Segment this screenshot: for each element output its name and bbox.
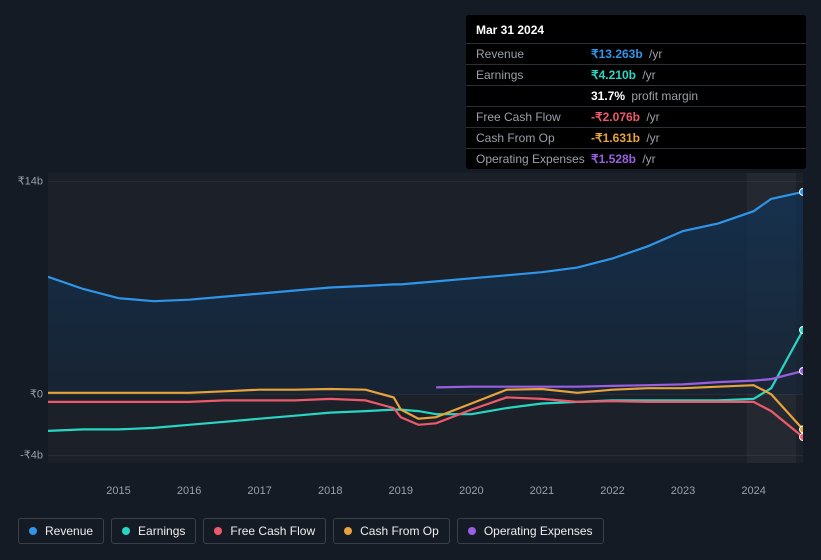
chart-x-axis: 2015 2016 2017 2018 2019 2020 2021 2022 2023 2024 [48, 485, 803, 501]
tooltip-row-label [476, 89, 591, 103]
x-axis-label: 2020 [459, 485, 483, 497]
tooltip-row-value: ₹1.528b [591, 152, 636, 166]
x-axis-label: 2019 [389, 485, 413, 497]
plot-area[interactable] [48, 173, 803, 463]
tooltip-row-value: 31.7% [591, 89, 625, 103]
tooltip-row-label: Earnings [476, 68, 591, 82]
tooltip-row-label: Cash From Op [476, 131, 591, 145]
tooltip-row: Operating Expenses₹1.528b /yr [466, 148, 806, 169]
legend-item-operating-expenses[interactable]: Operating Expenses [457, 518, 604, 544]
legend-label: Operating Expenses [484, 524, 593, 538]
tooltip-row-value: -₹1.631b [591, 131, 640, 145]
legend-dot-icon [214, 527, 222, 535]
tooltip-row: 31.7% profit margin [466, 85, 806, 106]
x-axis-label: 2021 [530, 485, 554, 497]
legend-label: Free Cash Flow [230, 524, 315, 538]
tooltip-row: Free Cash Flow-₹2.076b /yr [466, 106, 806, 127]
tooltip-row-label: Revenue [476, 47, 591, 61]
legend-item-free-cash-flow[interactable]: Free Cash Flow [203, 518, 326, 544]
x-axis-label: 2018 [318, 485, 342, 497]
tooltip-row: Earnings₹4.210b /yr [466, 64, 806, 85]
chart-legend: Revenue Earnings Free Cash Flow Cash From O… [18, 518, 604, 544]
chart-tooltip: Mar 31 2024 Revenue₹13.263b /yrEarnings₹… [466, 15, 806, 169]
legend-label: Cash From Op [360, 524, 439, 538]
y-axis-label: ₹0 [30, 388, 43, 401]
tooltip-row-value: -₹2.076b [591, 110, 640, 124]
tooltip-row-label: Free Cash Flow [476, 110, 591, 124]
tooltip-title: Mar 31 2024 [466, 15, 806, 43]
tooltip-row-unit: /yr [639, 68, 656, 82]
tooltip-row-label: Operating Expenses [476, 152, 591, 166]
legend-label: Earnings [138, 524, 185, 538]
legend-dot-icon [468, 527, 476, 535]
gridline [48, 455, 803, 456]
tooltip-row-value: ₹4.210b [591, 68, 636, 82]
gridline [48, 181, 803, 182]
tooltip-row-unit: /yr [643, 110, 660, 124]
y-axis-label: -₹4b [20, 449, 43, 462]
chart-svg [48, 173, 803, 463]
tooltip-row-unit: /yr [643, 131, 660, 145]
x-axis-label: 2024 [741, 485, 765, 497]
tooltip-row: Revenue₹13.263b /yr [466, 43, 806, 64]
x-axis-label: 2022 [600, 485, 624, 497]
earnings-revenue-chart: ₹14b ₹0 -₹4b [18, 155, 803, 480]
tooltip-row-unit: /yr [646, 47, 663, 61]
x-axis-label: 2023 [671, 485, 695, 497]
tooltip-row-value: ₹13.263b [591, 47, 643, 61]
tooltip-row-unit: profit margin [628, 89, 698, 103]
tooltip-row: Cash From Op-₹1.631b /yr [466, 127, 806, 148]
legend-label: Revenue [45, 524, 93, 538]
gridline [48, 394, 803, 395]
legend-item-earnings[interactable]: Earnings [111, 518, 196, 544]
legend-item-cash-from-op[interactable]: Cash From Op [333, 518, 450, 544]
legend-item-revenue[interactable]: Revenue [18, 518, 104, 544]
x-axis-label: 2016 [177, 485, 201, 497]
legend-dot-icon [344, 527, 352, 535]
x-axis-label: 2015 [106, 485, 130, 497]
y-axis-label: ₹14b [18, 174, 43, 187]
legend-dot-icon [122, 527, 130, 535]
tooltip-row-unit: /yr [639, 152, 656, 166]
x-axis-label: 2017 [247, 485, 271, 497]
legend-dot-icon [29, 527, 37, 535]
